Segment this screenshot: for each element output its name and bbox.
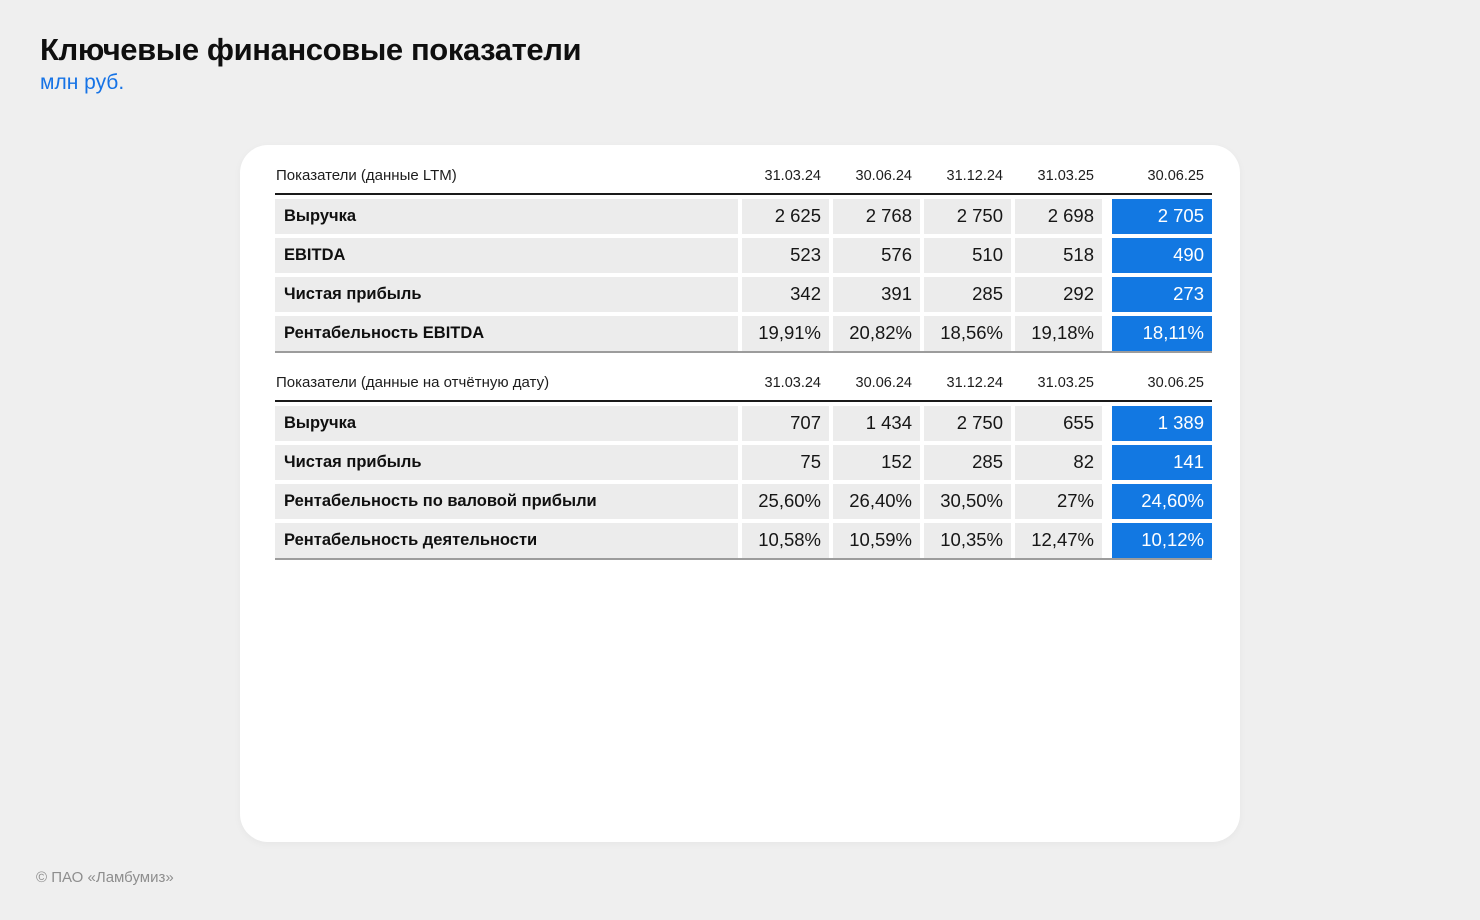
row-label: Рентабельность деятельности xyxy=(275,523,738,558)
column-header-date: 30.06.24 xyxy=(855,375,912,391)
value-cell: 10,58% xyxy=(742,523,829,558)
value-cell: 285 xyxy=(924,445,1011,480)
table-row: Рентабельность по валовой прибыли 25,60% 2… xyxy=(275,484,1212,519)
value-cell: 2 750 xyxy=(924,406,1011,441)
value-cell-highlighted: 273 xyxy=(1112,277,1212,312)
table-header-row: Показатели (данные LTM) 31.03.24 30.06.2… xyxy=(275,167,1212,195)
value-cell: 20,82% xyxy=(833,316,920,351)
column-header-date: 31.12.24 xyxy=(946,168,1003,184)
reporting-date-indicators-table: Показатели (данные на отчётную дату) 31.… xyxy=(275,374,1212,560)
value-cell: 25,60% xyxy=(742,484,829,519)
table-title: Показатели (данные LTM) xyxy=(276,167,457,184)
value-cell: 2 750 xyxy=(924,199,1011,234)
value-cell: 152 xyxy=(833,445,920,480)
table-row: Выручка 707 1 434 2 750 655 1 389 xyxy=(275,406,1212,441)
row-label: EBITDA xyxy=(275,238,738,273)
value-cell: 655 xyxy=(1015,406,1102,441)
column-header-date: 31.03.24 xyxy=(764,375,821,391)
value-cell: 12,47% xyxy=(1015,523,1102,558)
column-header-date: 31.12.24 xyxy=(946,375,1003,391)
value-cell-highlighted: 2 705 xyxy=(1112,199,1212,234)
row-label: Выручка xyxy=(275,406,738,441)
table-header-row: Показатели (данные на отчётную дату) 31.… xyxy=(275,374,1212,402)
value-cell: 2 698 xyxy=(1015,199,1102,234)
value-cell: 2 768 xyxy=(833,199,920,234)
value-cell-highlighted: 1 389 xyxy=(1112,406,1212,441)
value-cell: 518 xyxy=(1015,238,1102,273)
value-cell: 10,59% xyxy=(833,523,920,558)
value-cell: 27% xyxy=(1015,484,1102,519)
value-cell: 19,91% xyxy=(742,316,829,351)
value-cell: 26,40% xyxy=(833,484,920,519)
row-label: Выручка xyxy=(275,199,738,234)
value-cell: 285 xyxy=(924,277,1011,312)
value-cell-highlighted: 10,12% xyxy=(1112,523,1212,558)
row-label: Рентабельность по валовой прибыли xyxy=(275,484,738,519)
value-cell: 510 xyxy=(924,238,1011,273)
table-row: Рентабельность деятельности 10,58% 10,59% 1… xyxy=(275,523,1212,558)
value-cell: 19,18% xyxy=(1015,316,1102,351)
column-header-date: 30.06.25 xyxy=(1147,375,1204,391)
value-cell-highlighted: 141 xyxy=(1112,445,1212,480)
column-header-date: 31.03.25 xyxy=(1037,375,1094,391)
column-header-date: 30.06.24 xyxy=(855,168,912,184)
table-row: EBITDA 523 576 510 518 490 xyxy=(275,238,1212,273)
value-cell: 82 xyxy=(1015,445,1102,480)
value-cell: 391 xyxy=(833,277,920,312)
value-cell: 292 xyxy=(1015,277,1102,312)
value-cell: 18,56% xyxy=(924,316,1011,351)
table-body: Выручка 2 625 2 768 2 750 2 698 2 705 EBITDA 52… xyxy=(275,199,1212,353)
page-header: Ключевые финансовые показатели млн руб. xyxy=(40,32,582,95)
table-row: Рентабельность EBITDA 19,91% 20,82% 18,56% 1… xyxy=(275,316,1212,351)
row-label: Чистая прибыль xyxy=(275,277,738,312)
row-label: Чистая прибыль xyxy=(275,445,738,480)
table-row: Чистая прибыль 342 391 285 292 273 xyxy=(275,277,1212,312)
value-cell: 342 xyxy=(742,277,829,312)
column-header-date: 30.06.25 xyxy=(1147,168,1204,184)
table-title: Показатели (данные на отчётную дату) xyxy=(276,374,550,391)
value-cell: 576 xyxy=(833,238,920,273)
copyright-footer: © ПАО «Ламбумиз» xyxy=(36,869,174,886)
value-cell: 2 625 xyxy=(742,199,829,234)
value-cell: 75 xyxy=(742,445,829,480)
table-row: Выручка 2 625 2 768 2 750 2 698 2 705 xyxy=(275,199,1212,234)
value-cell-highlighted: 24,60% xyxy=(1112,484,1212,519)
value-cell-highlighted: 18,11% xyxy=(1112,316,1212,351)
value-cell: 1 434 xyxy=(833,406,920,441)
column-header-date: 31.03.24 xyxy=(764,168,821,184)
ltm-indicators-table: Показатели (данные LTM) 31.03.24 30.06.2… xyxy=(275,167,1212,353)
row-label: Рентабельность EBITDA xyxy=(275,316,738,351)
content-card: Показатели (данные LTM) 31.03.24 30.06.2… xyxy=(240,145,1240,842)
table-body: Выручка 707 1 434 2 750 655 1 389 Чистая прибы… xyxy=(275,406,1212,560)
value-cell: 10,35% xyxy=(924,523,1011,558)
tables-container: Показатели (данные LTM) 31.03.24 30.06.2… xyxy=(275,167,1212,560)
value-cell: 707 xyxy=(742,406,829,441)
value-cell-highlighted: 490 xyxy=(1112,238,1212,273)
value-cell: 30,50% xyxy=(924,484,1011,519)
page-title: Ключевые финансовые показатели xyxy=(40,32,582,67)
value-cell: 523 xyxy=(742,238,829,273)
page-subtitle: млн руб. xyxy=(40,71,125,94)
column-header-date: 31.03.25 xyxy=(1037,168,1094,184)
table-row: Чистая прибыль 75 152 285 82 141 xyxy=(275,445,1212,480)
